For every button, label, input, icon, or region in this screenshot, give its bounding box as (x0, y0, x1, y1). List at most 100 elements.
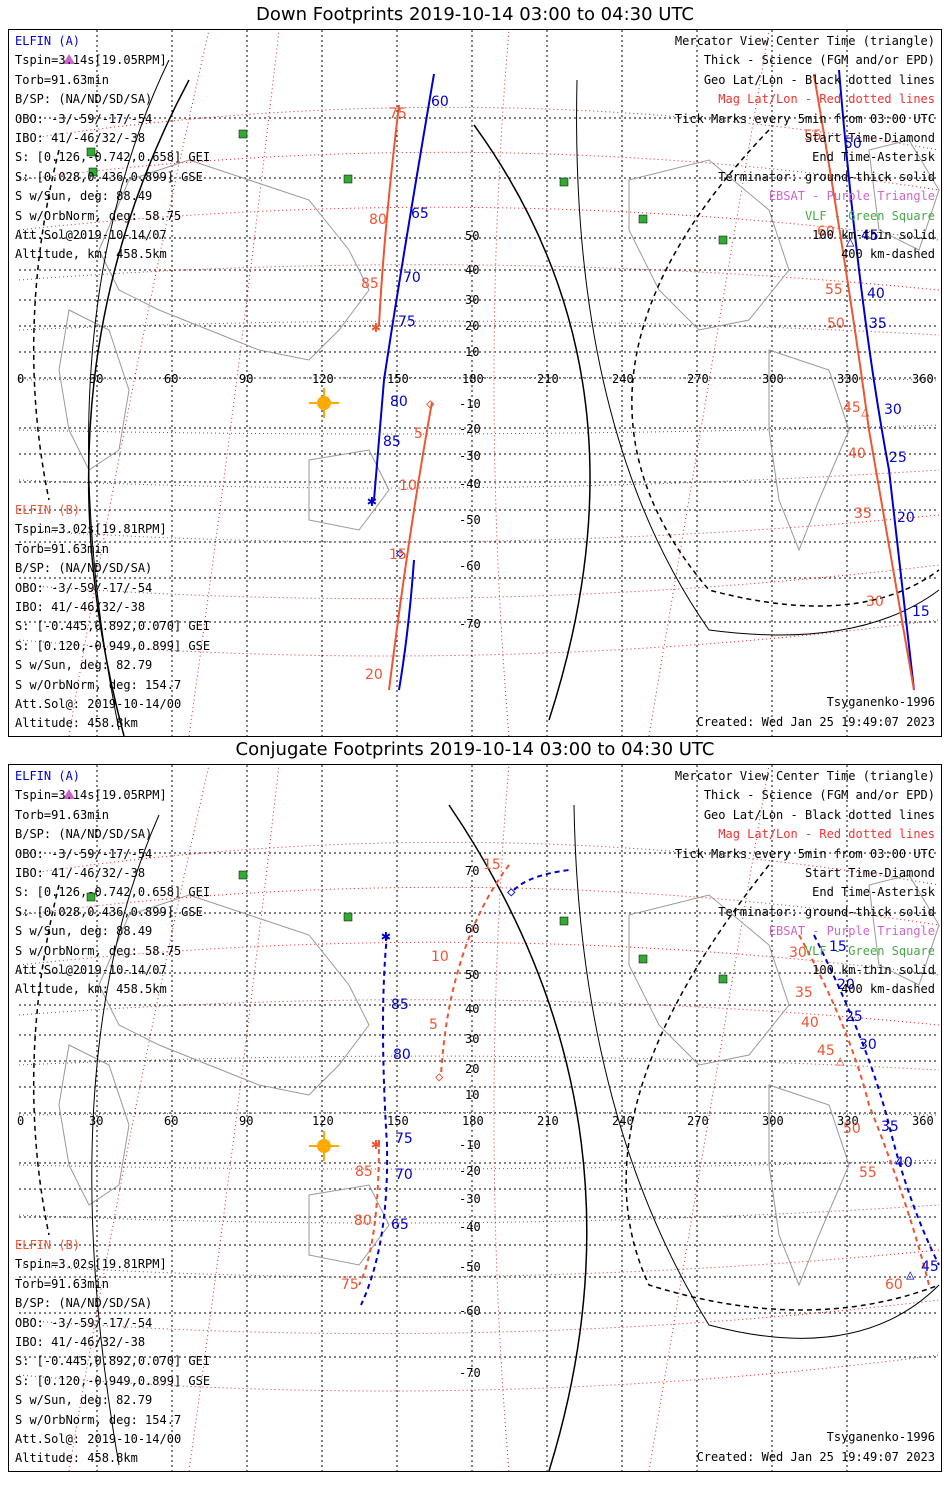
elfin-b-label: ELFIN (B) (15, 1238, 81, 1252)
info-line: B/SP: (NA/ND/SD/SA) (15, 827, 153, 842)
elfin-a-tick-labels: 85 80 75 70 65 15 20 25 30 35 40 45 (391, 939, 939, 1275)
lat-label: -30 (459, 1192, 481, 1206)
info-line: S: [0.126,-0.742,0.658] GEI (15, 885, 211, 900)
lon-label: 270 (687, 1114, 709, 1128)
info-line: S w/OrbNorm, deg: 58.75 (15, 208, 182, 223)
tick-label: 80 (369, 212, 387, 228)
tick-label: 75 (395, 1131, 413, 1147)
lon-label: 150 (387, 372, 409, 386)
lat-label: -70 (459, 617, 481, 631)
elfin-b-center-triangle: △ (861, 404, 870, 420)
info-line: Att.Sol@2019-10-14/07 (15, 228, 167, 243)
tick-label: 30 (866, 594, 884, 610)
info-line: OBO: -3/-59/-17/-54 (15, 1315, 153, 1330)
mag-grid (18, 765, 940, 1471)
tick-label: 65 (411, 206, 429, 222)
lat-label: -30 (459, 449, 481, 463)
lat-label: -60 (459, 1304, 481, 1318)
lon-label: 60 (164, 372, 178, 386)
lat-label: -60 (459, 559, 481, 573)
legend-geo: Geo Lat/Lon - Black dotted lines (703, 72, 935, 87)
elfin-b-info: ELFIN (B) Tspin=3.02s[19.81RPM] Torb=91.… (15, 501, 210, 734)
elfin-a-label: ELFIN (A) (15, 769, 81, 783)
elfin-a-end-marker: ✱ (367, 491, 377, 510)
tick-label: 10 (431, 949, 449, 965)
tick-label: 55 (804, 128, 822, 144)
legend-100km: 100 km-thin solid (812, 963, 935, 978)
lat-label: 50 (465, 968, 479, 982)
legend-start: Start Time-Diamond (804, 866, 935, 881)
lat-label: -20 (459, 422, 481, 436)
info-line: S w/Sun, deg: 82.79 (15, 1393, 153, 1408)
info-line: B/SP: (NA/ND/SD/SA) (15, 561, 153, 576)
lon-label: 30 (89, 1114, 103, 1128)
lon-label: 210 (537, 1114, 559, 1128)
model-label: Tsyganenko-1996 (826, 695, 935, 709)
panel-title-down: Down Footprints 2019-10-14 03:00 to 04:3… (256, 4, 694, 25)
tick-label: 20 (837, 977, 855, 993)
legend-start: Start Time-Diamond (804, 131, 935, 146)
elfin-a-track (360, 869, 940, 1306)
info-line: S w/Sun, deg: 88.49 (15, 189, 153, 204)
tick-label: 60 (885, 1277, 903, 1293)
lon-label: 90 (239, 1114, 253, 1128)
legend-vlf: VLF - Green Square (804, 943, 935, 958)
info-line: Altitude: 458.8km (15, 1451, 138, 1466)
elfin-b-info: ELFIN (B) Tspin=3.02s[19.81RPM] Torb=91.… (15, 1236, 210, 1469)
lat-label: 10 (465, 345, 479, 359)
lat-labels: 70 60 50 40 30 20 10 -10 -20 -30 -40 -50… (459, 864, 481, 1380)
lon-label: 60 (164, 1114, 178, 1128)
elfin-b-label: ELFIN (B) (15, 503, 81, 517)
subsolar-point (309, 388, 339, 418)
tick-label: 75 (341, 1277, 359, 1293)
lat-labels: 50 40 30 20 10 -10 -20 -30 -40 -50 -60 -… (459, 229, 481, 631)
legend-end: End Time-Asterisk (812, 885, 935, 900)
tick-label: 75 (398, 314, 416, 330)
elfin-b-tick-labels: 15 10 5 85 80 75 30 35 40 45 50 55 60 (341, 857, 903, 1293)
lat-label: 30 (465, 293, 479, 307)
tick-label: 80 (354, 1213, 372, 1229)
lat-label: -10 (459, 1138, 481, 1152)
tick-label: 45 (861, 228, 879, 244)
elfin-a-label: ELFIN (A) (15, 34, 81, 48)
info-line: OBO: -3/-59/-17/-54 (15, 111, 153, 126)
legend-400km: 400 km-dashed (841, 247, 935, 262)
lon-label: 210 (537, 372, 559, 386)
created-label: Created: Wed Jan 25 19:49:07 2023 (696, 715, 935, 729)
legend-mag: Mag Lat/Lon - Red dotted lines (718, 827, 935, 842)
tick-label: 20 (897, 510, 915, 526)
info-line: B/SP: (NA/ND/SD/SA) (15, 92, 153, 107)
tick-label: 10 (399, 478, 417, 494)
down-footprints-map: ✱ ◇ ◇ ✱ △ △ 0 30 60 90 120 150 180 210 2… (8, 29, 942, 737)
geo-grid (19, 765, 939, 1471)
info-line: S: [0.028,0.436,0.899] GSE (15, 169, 203, 184)
info-line: Torb=91.63min (15, 72, 109, 87)
coastlines (58, 139, 940, 552)
elfin-a-info: ELFIN (A) Tspin=3.14s[19.05RPM] Torb=91.… (15, 32, 210, 265)
tick-label: 5 (414, 426, 423, 442)
legend-geo: Geo Lat/Lon - Black dotted lines (703, 807, 935, 822)
info-line: IBO: 41/-46/32/-38 (15, 1335, 146, 1350)
subsolar-point (309, 1131, 339, 1161)
info-line: S w/OrbNorm, deg: 58.75 (15, 943, 182, 958)
ebsat-triangle (63, 54, 75, 64)
tick-label: 55 (825, 282, 843, 298)
lon-label: 240 (612, 372, 634, 386)
info-line: IBO: 41/-46/32/-38 (15, 131, 146, 146)
lat-label: 20 (465, 319, 479, 333)
elfin-a-end-marker: ✱ (381, 926, 391, 945)
tick-label: 55 (859, 1165, 877, 1181)
lat-label: -10 (459, 397, 481, 411)
tick-label: 25 (845, 1009, 863, 1025)
terminator (32, 59, 940, 736)
tick-label: 45 (817, 1043, 835, 1059)
lat-label: -20 (459, 1164, 481, 1178)
tick-label: 50 (827, 316, 845, 332)
legend-mag: Mag Lat/Lon - Red dotted lines (718, 92, 935, 107)
lon-label: 330 (837, 1114, 859, 1128)
tick-label: 35 (795, 985, 813, 1001)
legend-view: Mercator View Center Time (triangle) (674, 34, 935, 48)
vlf-stations (86, 129, 728, 245)
elfin-b-center-triangle: △ (836, 1053, 845, 1069)
tick-label: 40 (895, 1155, 913, 1171)
